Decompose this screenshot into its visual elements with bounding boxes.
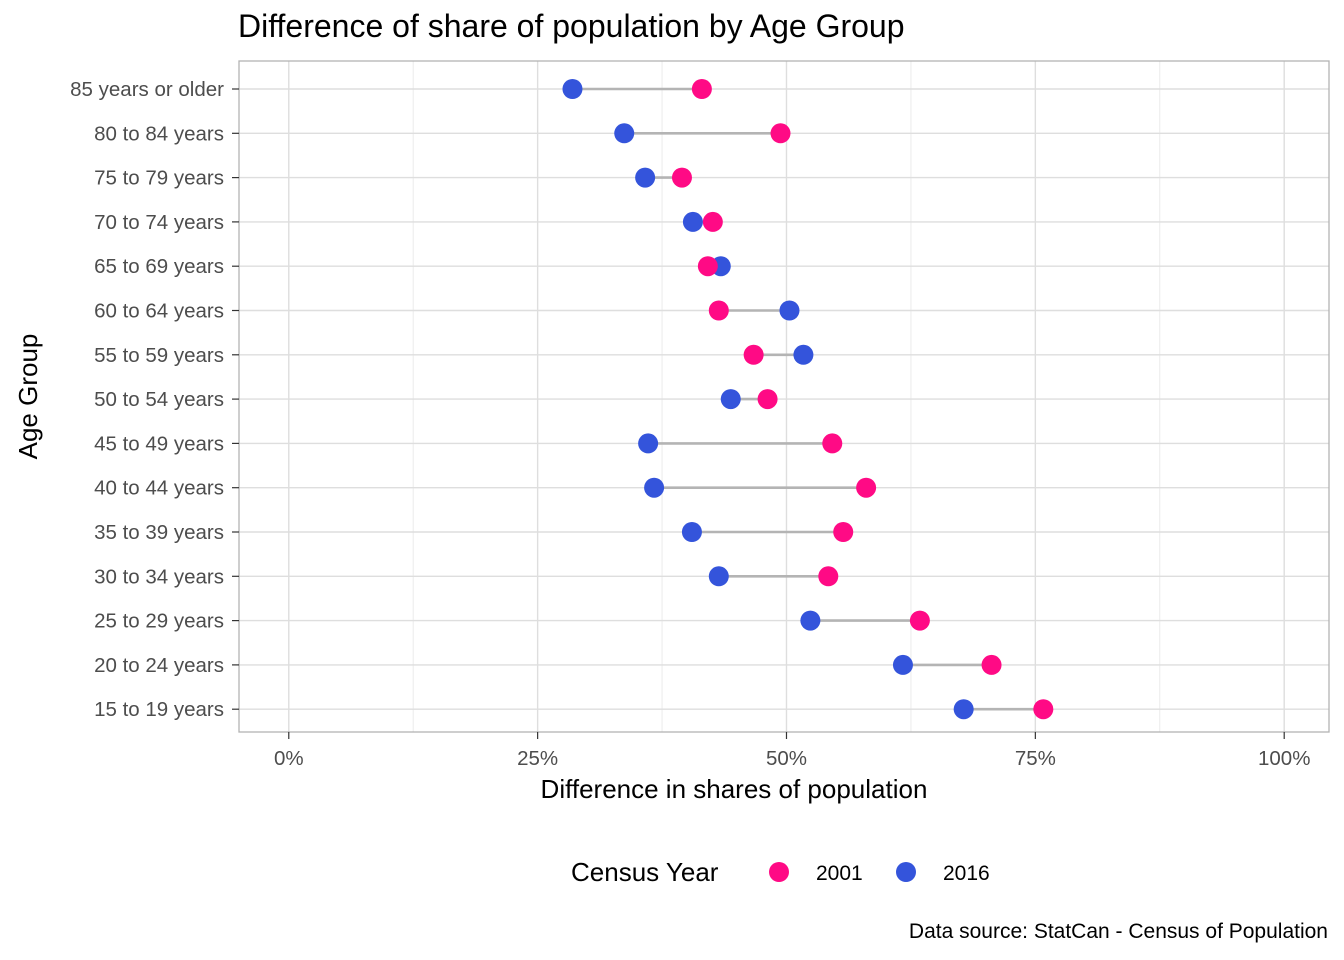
y-tick-label: 40 to 44 years — [94, 477, 224, 500]
point-2001 — [702, 211, 723, 232]
point-2001 — [856, 477, 877, 498]
point-2016 — [681, 522, 702, 542]
point-2016 — [682, 211, 703, 232]
y-tick-label: 55 to 59 years — [94, 344, 224, 367]
point-2016 — [720, 389, 741, 410]
y-tick-label: 30 to 34 years — [94, 565, 224, 588]
legend-swatch-2016 — [896, 862, 916, 882]
point-2001 — [671, 167, 692, 188]
point-2001 — [708, 300, 729, 321]
point-2016 — [708, 566, 729, 587]
point-2016 — [800, 610, 821, 631]
point-2001 — [833, 522, 854, 542]
point-2001 — [1033, 699, 1054, 720]
point-2016 — [635, 167, 656, 188]
x-tick-label: 100% — [1258, 747, 1310, 770]
y-tick-label: 45 to 49 years — [94, 432, 224, 455]
point-2001 — [822, 433, 843, 454]
legend-swatch-2001 — [769, 862, 789, 882]
legend-title: Census Year — [571, 857, 719, 887]
x-tick-label: 50% — [766, 747, 807, 770]
chart-title: Difference of share of population by Age… — [238, 8, 905, 44]
x-tick-label: 25% — [517, 747, 558, 770]
legend-label-2001: 2001 — [816, 862, 863, 885]
point-2016 — [892, 654, 913, 675]
point-2016 — [638, 433, 659, 454]
point-2001 — [743, 344, 764, 365]
y-tick-label: 35 to 39 years — [94, 521, 224, 544]
legend-label-2016: 2016 — [943, 862, 990, 885]
x-tick-label: 75% — [1015, 747, 1056, 770]
y-tick-label: 65 to 69 years — [94, 255, 224, 278]
point-2001 — [691, 79, 712, 99]
point-2001 — [818, 566, 839, 587]
point-2016 — [779, 300, 800, 321]
y-tick-label: 50 to 54 years — [94, 388, 224, 411]
point-2016 — [793, 344, 814, 365]
point-2001 — [981, 654, 1002, 675]
y-tick-label: 15 to 19 years — [94, 698, 224, 721]
chart-caption: Data source: StatCan - Census of Populat… — [908, 920, 1328, 943]
point-2001 — [757, 389, 778, 410]
x-axis-title: Difference in shares of population — [541, 774, 928, 804]
y-tick-label: 60 to 64 years — [94, 300, 224, 323]
y-tick-label: 20 to 24 years — [94, 654, 224, 677]
point-2016 — [953, 699, 974, 720]
point-2001 — [909, 610, 930, 631]
y-tick-label: 70 to 74 years — [94, 211, 224, 234]
y-tick-label: 75 to 79 years — [94, 167, 224, 190]
y-tick-label: 25 to 29 years — [94, 610, 224, 633]
y-axis-title: Age Group — [13, 334, 43, 460]
point-2016 — [562, 79, 583, 99]
y-tick-label: 85 years or older — [70, 78, 224, 101]
panel-border — [238, 60, 1330, 733]
point-2016 — [644, 477, 665, 498]
point-2001 — [770, 123, 791, 144]
y-tick-label: 80 to 84 years — [94, 122, 224, 145]
point-2016 — [614, 123, 635, 144]
point-2001 — [697, 256, 718, 277]
x-tick-label: 0% — [274, 747, 304, 770]
